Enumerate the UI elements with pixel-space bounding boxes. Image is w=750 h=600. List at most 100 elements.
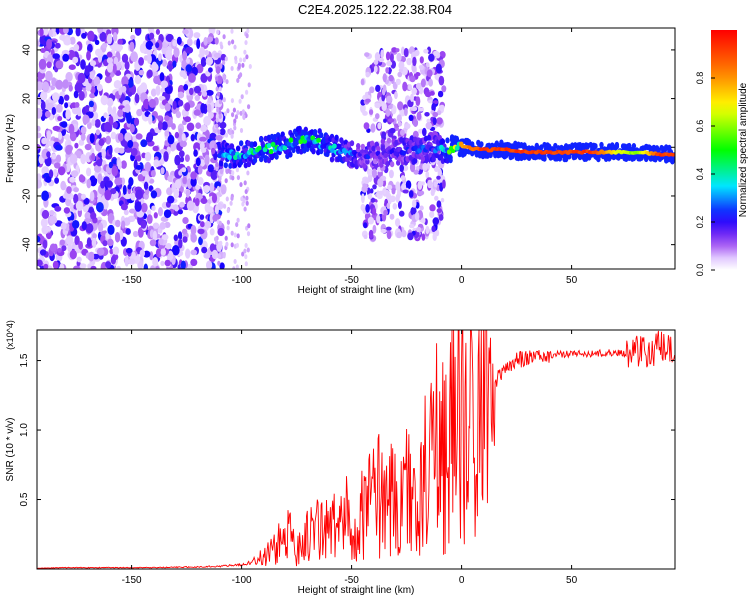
noise-cell — [76, 256, 82, 263]
noise-cell — [193, 109, 201, 116]
noise-cell — [387, 184, 393, 190]
noise-cell — [158, 53, 162, 62]
noise-cell — [438, 214, 444, 221]
heatmap-x-axis-label: Height of straight line (km) — [298, 285, 415, 296]
noise-cell — [86, 167, 92, 177]
noise-cell — [49, 210, 55, 216]
signal-halo-cell — [365, 158, 370, 165]
noise-cell — [111, 42, 117, 53]
noise-cell — [41, 137, 48, 145]
noise-cell — [87, 43, 93, 53]
noise-cell — [433, 50, 440, 57]
noise-cell — [365, 204, 370, 213]
noise-cell — [112, 63, 117, 74]
noise-cell — [110, 188, 117, 195]
noise-cell — [217, 253, 221, 259]
noise-cell — [168, 63, 173, 72]
noise-cell — [189, 87, 194, 96]
noise-cell — [188, 73, 196, 83]
noise-cell — [148, 114, 153, 125]
noise-cell — [122, 185, 127, 196]
noise-cell — [161, 234, 169, 241]
noise-cell — [84, 143, 92, 151]
noise-cell — [218, 86, 222, 92]
noise-cell — [206, 103, 212, 113]
noise-cell — [184, 116, 192, 123]
noise-cell — [197, 228, 205, 235]
noise-cell — [146, 132, 154, 143]
noise-cell — [176, 36, 182, 46]
noise-cell — [394, 91, 398, 100]
noise-cell — [125, 228, 131, 235]
heatmap-cells — [37, 28, 675, 269]
noise-cell — [98, 138, 105, 146]
noise-cell — [185, 46, 194, 54]
noise-cell — [121, 85, 127, 93]
noise-cell — [240, 94, 244, 100]
noise-cell — [437, 90, 444, 98]
x-tick-label: 0 — [459, 275, 465, 286]
noise-cell — [160, 167, 165, 175]
noise-cell — [211, 193, 218, 204]
signal-halo-cell — [319, 132, 324, 139]
noise-cell — [246, 170, 250, 176]
noise-cell — [395, 181, 401, 191]
noise-cell — [219, 262, 225, 269]
noise-cell — [73, 44, 80, 51]
noise-cell — [63, 94, 70, 101]
noise-cell — [195, 157, 201, 167]
noise-cell — [237, 64, 241, 70]
noise-cell — [83, 197, 90, 205]
noise-cell — [117, 38, 123, 45]
noise-cell — [163, 151, 169, 162]
noise-cell — [389, 195, 396, 203]
noise-cell — [93, 76, 101, 87]
y-tick-label: 0.5 — [19, 492, 30, 506]
noise-cell — [367, 169, 372, 176]
signal-core-cell — [288, 137, 294, 143]
noise-cell — [391, 47, 398, 53]
noise-cell — [234, 114, 238, 120]
colorbar-tick-label: 0.8 — [695, 72, 705, 85]
noise-cell — [392, 203, 398, 210]
noise-cell — [153, 75, 160, 85]
noise-cell — [364, 91, 369, 99]
noise-cell — [52, 260, 59, 269]
noise-cell — [116, 265, 122, 269]
noise-cell — [150, 88, 157, 97]
noise-cell — [429, 211, 435, 218]
noise-cell — [430, 189, 435, 196]
noise-cell — [124, 132, 132, 142]
noise-cell — [69, 36, 76, 45]
noise-cell — [232, 266, 236, 269]
noise-cell — [186, 200, 195, 211]
noise-cell — [186, 122, 195, 132]
noise-cell — [172, 39, 178, 47]
noise-cell — [144, 188, 150, 196]
noise-cell — [236, 78, 240, 83]
noise-cell — [205, 89, 214, 96]
noise-cell — [232, 107, 236, 113]
signal-halo-cell — [295, 145, 301, 152]
noise-cell — [48, 29, 53, 37]
noise-cell — [411, 87, 418, 95]
noise-cell — [126, 113, 132, 124]
noise-cell — [89, 60, 97, 67]
noise-cell — [185, 248, 191, 259]
noise-cell — [160, 260, 165, 266]
noise-cell — [69, 153, 78, 164]
noise-cell — [174, 154, 181, 166]
noise-cell — [59, 34, 67, 41]
signal-halo-cell — [599, 141, 604, 148]
noise-cell — [140, 82, 148, 94]
signal-core-cell — [231, 150, 236, 157]
x-tick-label: -150 — [122, 575, 142, 586]
noise-cell — [164, 221, 171, 228]
noise-cell — [144, 161, 152, 173]
signal-core-cell — [383, 152, 389, 158]
chart-title: C2E4.2025.122.22.38.R04 — [298, 2, 452, 17]
noise-cell — [84, 212, 91, 220]
noise-cell — [371, 168, 377, 179]
noise-cell — [175, 111, 181, 119]
noise-cell — [152, 257, 159, 267]
